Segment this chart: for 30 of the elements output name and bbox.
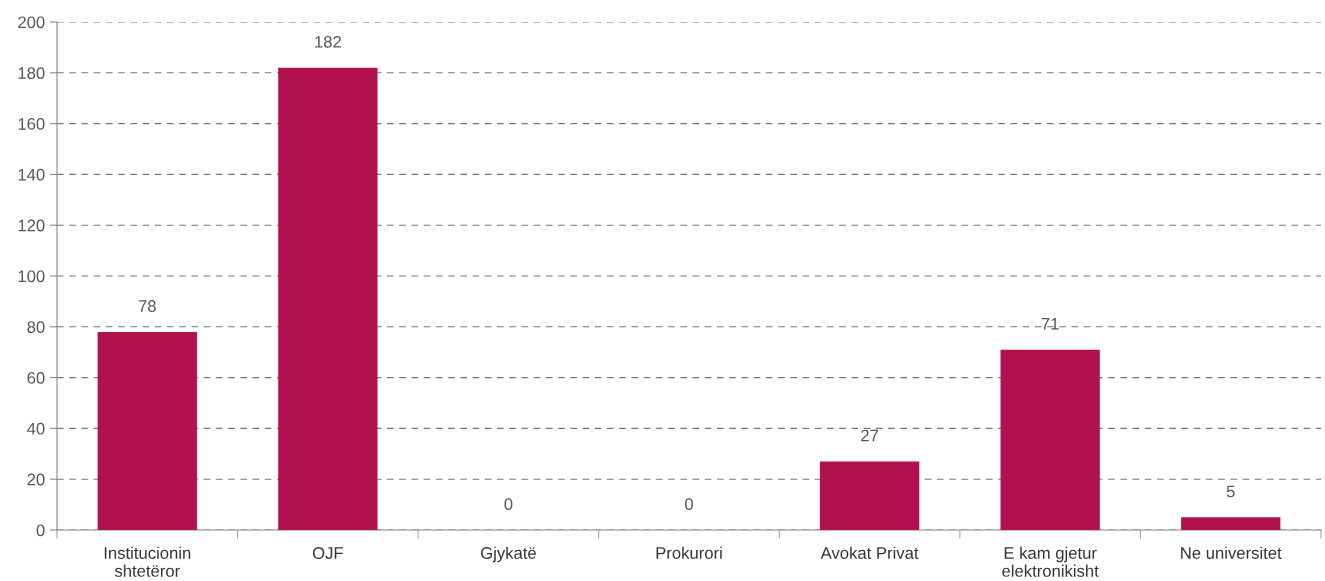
data-label: 27 [861, 429, 879, 442]
data-label: 71 [1041, 318, 1059, 330]
data-label: 78 [138, 300, 156, 312]
y-tick-label: 0 [36, 524, 45, 537]
bar [278, 67, 378, 530]
x-tick-label: Avokat Privat [820, 546, 919, 559]
y-tick-label: 80 [27, 321, 45, 333]
x-tick-label: Prokurori [656, 546, 722, 559]
x-tick-label: Ne universitet [1181, 546, 1282, 559]
y-tick-label: 160 [18, 118, 45, 130]
bar [97, 331, 197, 530]
x-tick-label: Gjykatë [481, 546, 536, 563]
x-tick-label: E kam gjetur elektronikisht [1002, 546, 1099, 577]
y-tick-label: 140 [18, 168, 45, 181]
data-label: 0 [504, 498, 513, 511]
y-tick-label: 60 [27, 372, 45, 384]
data-label: 0 [685, 498, 693, 511]
y-tick-label: 40 [27, 422, 45, 435]
data-label: 182 [315, 35, 341, 48]
y-tick-label: 120 [18, 219, 45, 232]
bar [1181, 517, 1281, 530]
x-tick-label: OJF [312, 547, 343, 559]
y-tick-label: 20 [27, 473, 45, 486]
y-tick-label: 200 [18, 16, 45, 29]
bar [1000, 349, 1100, 530]
y-tick-label: 180 [18, 67, 45, 79]
x-tick-label: Institucionin shtetëror [104, 546, 191, 577]
bar [819, 461, 920, 530]
data-label: 5 [1226, 485, 1235, 498]
y-tick-label: 100 [18, 270, 45, 283]
